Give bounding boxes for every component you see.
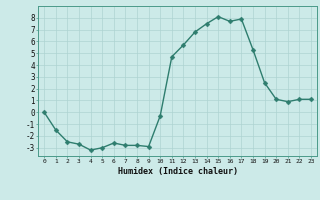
X-axis label: Humidex (Indice chaleur): Humidex (Indice chaleur) (118, 167, 238, 176)
